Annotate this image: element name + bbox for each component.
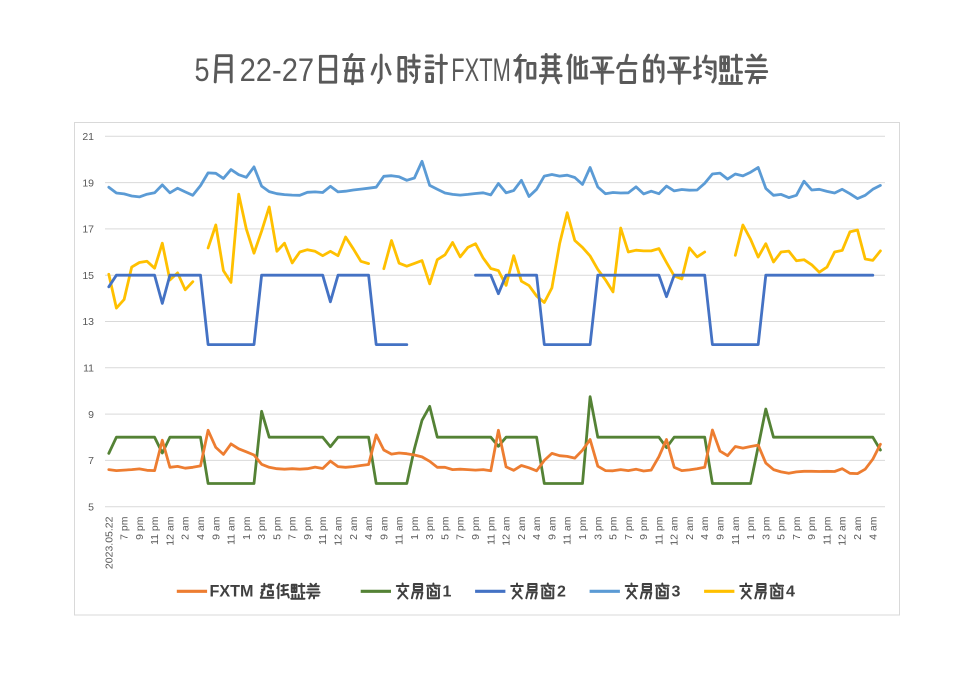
svg-text:11 am: 11 am bbox=[562, 516, 574, 545]
svg-text:21: 21 bbox=[82, 131, 94, 143]
svg-text:2 am: 2 am bbox=[348, 516, 360, 540]
svg-text:9 am: 9 am bbox=[715, 516, 727, 540]
svg-text:2 am: 2 am bbox=[852, 516, 864, 540]
svg-text:5 pm: 5 pm bbox=[271, 516, 283, 540]
svg-text:5: 5 bbox=[88, 501, 94, 513]
svg-text:19: 19 bbox=[82, 177, 94, 189]
svg-text:4: 4 bbox=[786, 584, 795, 601]
svg-text:5 pm: 5 pm bbox=[776, 516, 788, 540]
svg-text:7 pm: 7 pm bbox=[455, 516, 467, 540]
svg-text:1 pm: 1 pm bbox=[745, 516, 757, 540]
svg-text:1 pm: 1 pm bbox=[409, 516, 421, 540]
svg-text:7 pm: 7 pm bbox=[791, 516, 803, 540]
svg-text:3 pm: 3 pm bbox=[592, 516, 604, 540]
svg-text:12 am: 12 am bbox=[837, 516, 849, 545]
svg-text:9 pm: 9 pm bbox=[134, 516, 146, 540]
svg-text:7 pm: 7 pm bbox=[623, 516, 635, 540]
svg-text:11 pm: 11 pm bbox=[485, 516, 497, 545]
svg-text:11 am: 11 am bbox=[730, 516, 742, 545]
svg-text:12 am: 12 am bbox=[164, 516, 176, 545]
svg-text:9: 9 bbox=[88, 409, 94, 421]
svg-text:1: 1 bbox=[443, 584, 452, 601]
svg-text:5 pm: 5 pm bbox=[608, 516, 620, 540]
svg-text:1 pm: 1 pm bbox=[241, 516, 253, 540]
svg-text:7 pm: 7 pm bbox=[119, 516, 131, 540]
svg-text:9 pm: 9 pm bbox=[806, 516, 818, 540]
svg-text:12 am: 12 am bbox=[501, 516, 513, 545]
svg-text:3 pm: 3 pm bbox=[256, 516, 268, 540]
svg-text:11 am: 11 am bbox=[226, 516, 238, 545]
svg-text:15: 15 bbox=[82, 270, 94, 282]
svg-text:4 am: 4 am bbox=[699, 516, 711, 540]
svg-text:12 am: 12 am bbox=[333, 516, 345, 545]
svg-text:2 am: 2 am bbox=[516, 516, 528, 540]
svg-text:1 pm: 1 pm bbox=[577, 516, 589, 540]
svg-text:13: 13 bbox=[82, 316, 94, 328]
svg-text:3: 3 bbox=[672, 584, 681, 601]
svg-text:17: 17 bbox=[82, 224, 94, 236]
svg-text:4 am: 4 am bbox=[531, 516, 543, 540]
svg-text:11 pm: 11 pm bbox=[149, 516, 161, 545]
svg-text:2: 2 bbox=[557, 584, 566, 601]
svg-text:2 am: 2 am bbox=[180, 516, 192, 540]
svg-text:3 pm: 3 pm bbox=[424, 516, 436, 540]
svg-text:12 am: 12 am bbox=[669, 516, 681, 545]
svg-text:11 pm: 11 pm bbox=[317, 516, 329, 545]
svg-text:9 am: 9 am bbox=[546, 516, 558, 540]
svg-text:4 am: 4 am bbox=[867, 516, 879, 540]
svg-text:11 pm: 11 pm bbox=[822, 516, 834, 545]
svg-text:4 am: 4 am bbox=[363, 516, 375, 540]
svg-text:9 am: 9 am bbox=[210, 516, 222, 540]
svg-text:FXTM: FXTM bbox=[210, 582, 254, 601]
svg-text:11 am: 11 am bbox=[394, 516, 406, 545]
svg-text:22-27: 22-27 bbox=[240, 52, 315, 88]
svg-text:5: 5 bbox=[195, 52, 210, 88]
svg-text:11 pm: 11 pm bbox=[653, 516, 665, 545]
svg-text:9 am: 9 am bbox=[378, 516, 390, 540]
svg-text:3 pm: 3 pm bbox=[760, 516, 772, 540]
svg-text:9 pm: 9 pm bbox=[638, 516, 650, 540]
svg-text:7 pm: 7 pm bbox=[287, 516, 299, 540]
svg-text:FXTM: FXTM bbox=[451, 52, 511, 88]
svg-text:2 am: 2 am bbox=[684, 516, 696, 540]
svg-text:2023.05.22: 2023.05.22 bbox=[103, 516, 115, 569]
svg-text:5 pm: 5 pm bbox=[440, 516, 452, 540]
svg-text:7: 7 bbox=[88, 455, 94, 467]
svg-text:9 pm: 9 pm bbox=[302, 516, 314, 540]
svg-text:9 pm: 9 pm bbox=[470, 516, 482, 540]
svg-text:4 am: 4 am bbox=[195, 516, 207, 540]
svg-text:11: 11 bbox=[83, 363, 94, 375]
